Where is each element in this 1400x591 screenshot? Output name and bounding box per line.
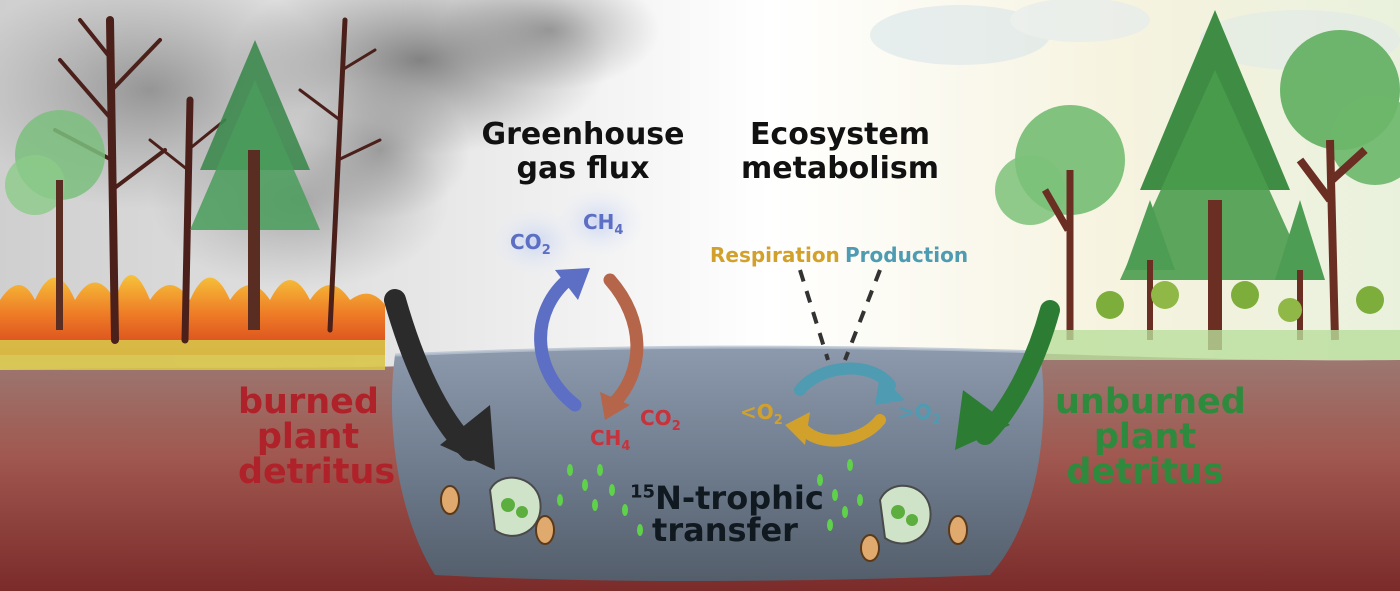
- ch4-atmosphere-label: CH4: [583, 210, 624, 238]
- n-isotope-superscript: 15: [630, 481, 656, 503]
- n-trophic-transfer-label: 15N-trophic transfer: [630, 481, 824, 549]
- lake: [391, 347, 1044, 582]
- cycle-arrow-icon: [603, 273, 644, 409]
- detritus-arrow-icon: [440, 405, 495, 470]
- unburned-detritus-label: unburned plant detritus: [1055, 382, 1246, 492]
- detritus-arrow-icon: [955, 390, 1010, 450]
- shrub-icon: [1040, 281, 1400, 360]
- deciduous-tree-icon: [995, 30, 1400, 341]
- burned-label-line1: burned: [238, 382, 379, 422]
- unburned-label-line1: unburned: [1055, 382, 1246, 422]
- zooplankton-icon: [860, 484, 968, 562]
- cycle-arrow-icon: [534, 271, 582, 412]
- greenhouse-title-line1: Greenhouse: [481, 117, 685, 152]
- fire-icon: [0, 275, 385, 370]
- co2-water-label: CO2: [640, 406, 681, 434]
- particle-flow: [557, 459, 863, 536]
- ecosystem-title-line2: metabolism: [741, 151, 939, 186]
- greenhouse-title: Greenhouse gas flux: [478, 120, 688, 184]
- pine-tree-icon: [1120, 10, 1325, 350]
- pine-tree-icon: [190, 40, 320, 330]
- dead-tree-icon: [53, 16, 382, 344]
- burned-label-line2: plant: [256, 417, 360, 457]
- burned-label-line3: detritus: [238, 452, 396, 492]
- gas-cloud: [555, 187, 645, 257]
- production-label: Production: [845, 243, 969, 267]
- co2-atmosphere-label: CO2: [510, 230, 551, 258]
- respiration-label: Respiration: [710, 243, 840, 267]
- ecosystem-title-line1: Ecosystem: [749, 117, 931, 152]
- low-o2-label: <O2: [740, 400, 783, 428]
- deciduous-tree-icon: [5, 110, 105, 330]
- ch4-water-label: CH4: [590, 426, 631, 454]
- ecosystem-title: Ecosystem metabolism: [735, 120, 945, 184]
- n-trophic-line1: N-trophic: [655, 479, 824, 517]
- burned-detritus-label: burned plant detritus: [238, 382, 396, 492]
- high-o2-label: >O2: [898, 400, 941, 428]
- unburned-label-line2: plant: [1093, 417, 1197, 457]
- greenhouse-title-line2: gas flux: [516, 151, 650, 186]
- unburned-label-line3: detritus: [1066, 452, 1224, 492]
- n-trophic-line2: transfer: [652, 511, 798, 549]
- zooplankton-icon: [440, 476, 555, 545]
